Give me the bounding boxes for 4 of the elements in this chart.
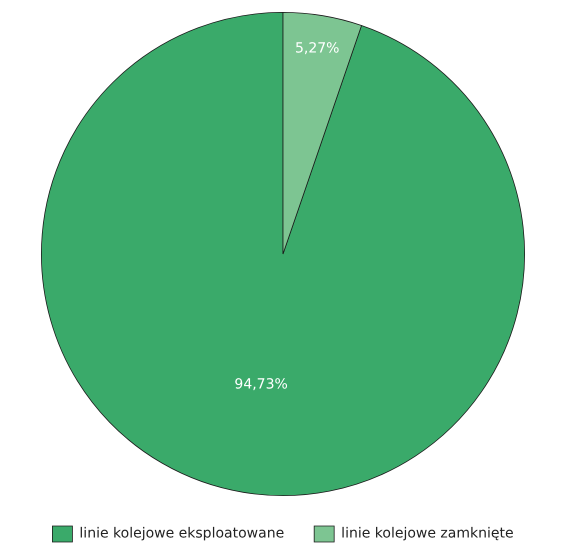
data-label: 5,27% bbox=[295, 40, 340, 57]
data-label: 94,73% bbox=[234, 376, 288, 393]
legend-label: linie kolejowe zamknięte bbox=[341, 526, 514, 542]
legend-label: linie kolejowe eksploatowane bbox=[79, 526, 284, 542]
